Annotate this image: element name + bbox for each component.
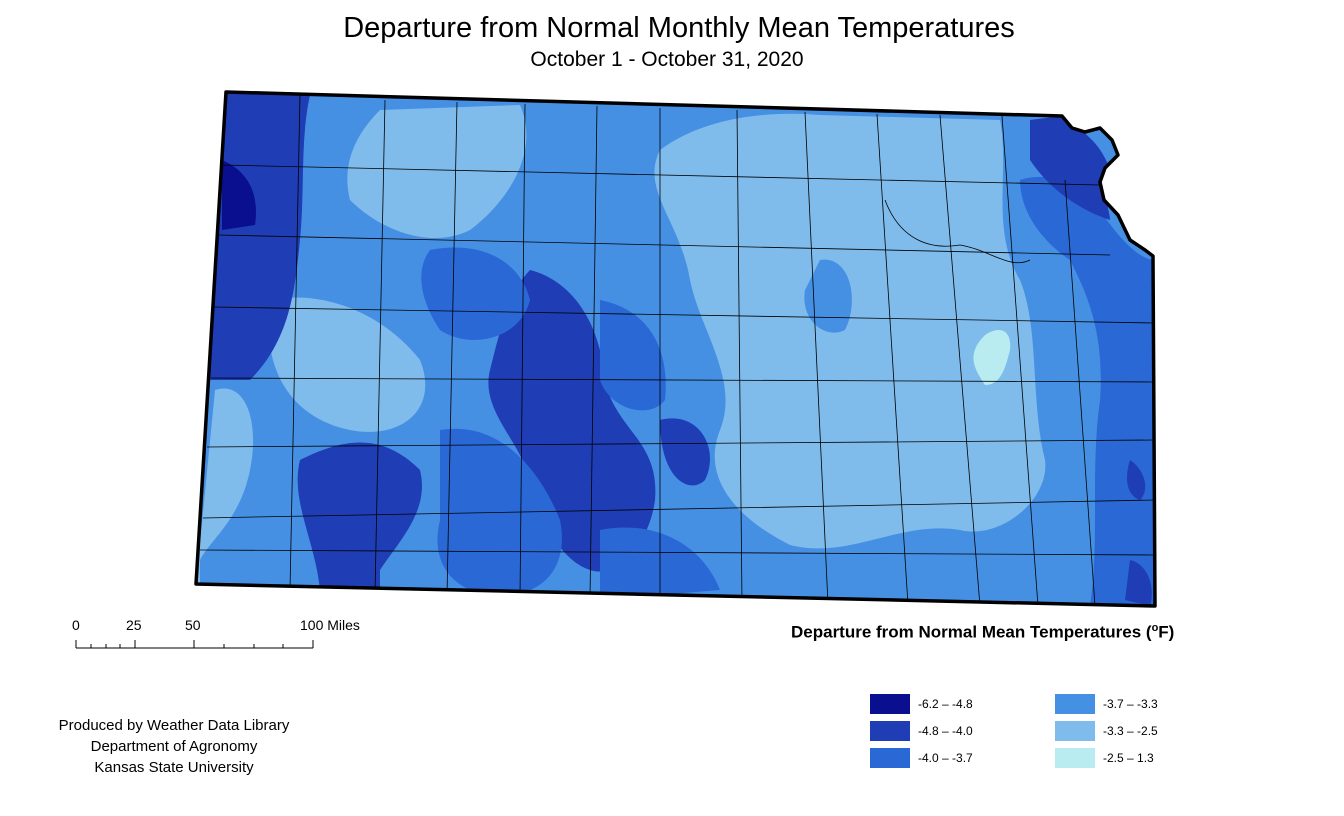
credit-line-2: Department of Agronomy xyxy=(90,738,258,755)
legend-label-6: -2.5 – 1.3 xyxy=(1103,751,1154,765)
zone-dark-se-2 xyxy=(1125,560,1152,606)
zone-lightest xyxy=(973,330,1011,385)
kansas-outline xyxy=(194,90,1157,608)
credit-line-1: Produced by Weather Data Library xyxy=(58,717,290,734)
map-subtitle: October 1 - October 31, 2020 xyxy=(530,48,804,71)
legend-item-4: -3.7 – -3.3 xyxy=(1055,694,1158,714)
legend-swatch-4 xyxy=(1055,694,1095,714)
legend-title-unit: F) xyxy=(1158,622,1175,642)
zone-light-north xyxy=(347,105,527,239)
zone-mid-3 xyxy=(600,300,666,411)
zone-dark-central xyxy=(488,270,656,572)
scale-label-0: 0 xyxy=(72,617,80,633)
legend-item-2: -4.8 – -4.0 xyxy=(870,721,973,741)
county-lines xyxy=(199,94,1155,606)
zone-light-sw xyxy=(196,388,254,590)
zone-mid-5 xyxy=(804,259,852,333)
scale-label-50: 50 xyxy=(185,617,201,633)
zone-dark-4 xyxy=(660,418,710,486)
legend-swatch-3 xyxy=(870,748,910,768)
legend-item-3: -4.0 – -3.7 xyxy=(870,748,973,768)
legend-swatch-6 xyxy=(1055,748,1095,768)
legend-swatch-2 xyxy=(870,721,910,741)
legend-swatch-5 xyxy=(1055,721,1095,741)
legend-title-text: Departure from Normal Mean Temperatures … xyxy=(791,622,1152,642)
credit-line-3: Kansas State University xyxy=(94,759,254,776)
scale-bar xyxy=(75,640,314,649)
legend-item-6: -2.5 – 1.3 xyxy=(1055,748,1154,768)
map-title: Departure from Normal Monthly Mean Tempe… xyxy=(343,12,1015,44)
legend-label-1: -6.2 – -4.8 xyxy=(918,697,973,711)
legend-swatch-1 xyxy=(870,694,910,714)
zone-mid-east xyxy=(1020,176,1155,606)
legend-label-2: -4.8 – -4.0 xyxy=(918,724,973,738)
temperature-zones xyxy=(196,92,1155,606)
zone-darkest-west xyxy=(222,160,256,230)
zone-dark-ne xyxy=(1030,116,1110,220)
legend-item-1: -6.2 – -4.8 xyxy=(870,694,973,714)
scale-label-25: 25 xyxy=(126,617,142,633)
legend-label-5: -3.3 – -2.5 xyxy=(1103,724,1158,738)
legend-title-degree: o xyxy=(1151,622,1159,634)
zone-dark-se-1 xyxy=(1127,460,1146,500)
legend-item-5: -3.3 – -2.5 xyxy=(1055,721,1158,741)
scale-label-100: 100 Miles xyxy=(300,617,360,633)
zone-mid-1 xyxy=(421,247,530,340)
zone-light-west xyxy=(268,297,426,432)
zone-dark-county xyxy=(320,530,380,595)
legend-title: Departure from Normal Mean Temperatures … xyxy=(791,622,1174,643)
legend-label-4: -3.7 – -3.3 xyxy=(1103,697,1158,711)
legend-label-3: -4.0 – -3.7 xyxy=(918,751,973,765)
zone-light-east xyxy=(654,113,1046,549)
